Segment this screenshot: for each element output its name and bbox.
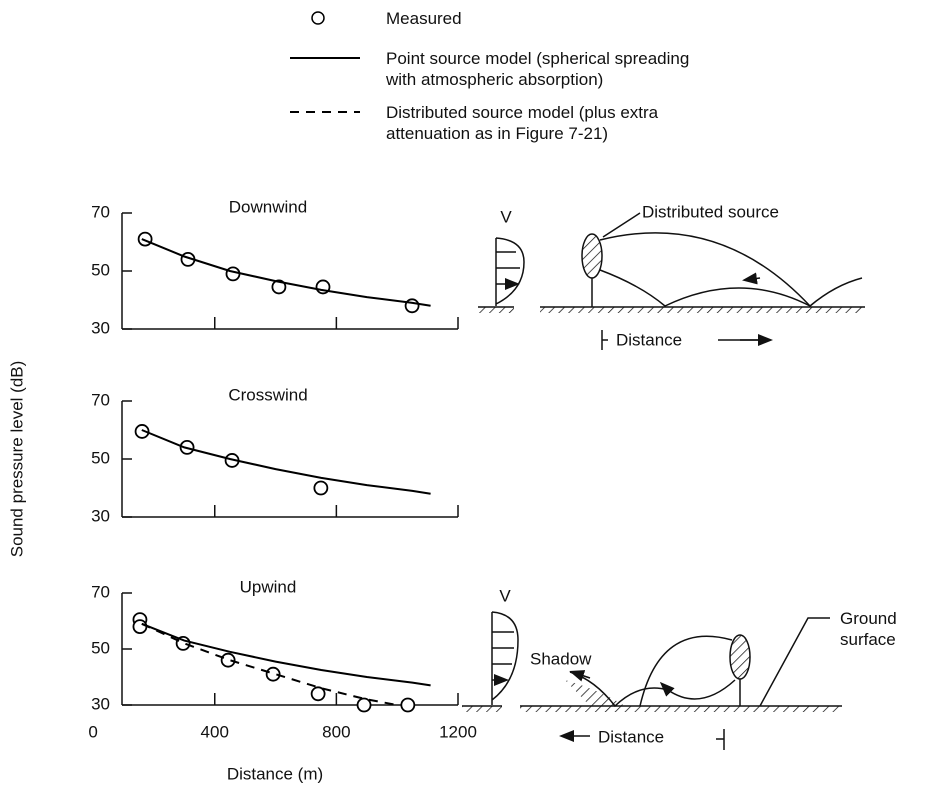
y-axis-label: Sound pressure level (dB) [7,361,26,558]
shadow-label: Shadow [530,649,592,668]
ray [639,635,733,707]
y-tick-label: 70 [91,582,110,601]
measured-point [313,480,329,496]
ray-arrow [569,670,591,682]
distance-label: Distance [598,727,664,746]
measured-point [137,231,153,247]
ray [569,671,736,708]
model-line [141,429,431,495]
y-tick-label: 50 [91,638,110,657]
measured-point [220,652,236,668]
leader [759,617,830,707]
y-tick-label: 50 [91,260,110,279]
x-axis-label: Distance (m) [227,764,323,783]
ground [462,706,502,712]
panel-title: Upwind [240,577,297,596]
ground [540,307,865,313]
measured-point [271,279,287,295]
wind-profile [495,237,525,306]
legend-label: Distributed source model (plus extra att… [386,103,659,143]
measured-point [310,686,326,702]
model-line [141,238,431,307]
wind-arrows [492,631,514,680]
downwind-diagram: V Distributed source Distance [478,202,865,350]
ground-label: Ground surface [840,609,897,649]
distance-marker [716,729,725,750]
y-tick-label: 30 [91,318,110,337]
y-tick-label: 50 [91,448,110,467]
legend-label: Measured [386,9,462,28]
ray-arrow [742,272,761,285]
x-tick-label: 0 [88,722,97,741]
measured-point [400,697,416,713]
y-tick-label: 30 [91,694,110,713]
shadow-zone [565,680,625,706]
ground [520,706,842,712]
y-tick-label: 30 [91,506,110,525]
x-tick-label: 1200 [439,722,477,741]
source [729,634,751,680]
wind-profile [491,611,519,705]
source-label: Distributed source [642,202,779,221]
y-tick-label: 70 [91,202,110,221]
source [581,233,603,279]
wind-arrows [496,251,520,284]
distance-label: Distance [616,330,682,349]
x-tick-label: 800 [322,722,350,741]
measured-point [404,298,420,314]
y-tick-label: 70 [91,390,110,409]
upwind-diagram: V Shadow Distance [462,586,842,750]
ray-arrow [659,681,675,697]
model-line [141,622,431,687]
measured-point [134,424,150,439]
x-tick-label: 400 [201,722,229,741]
panel-title: Crosswind [228,385,307,404]
legend-marker [311,11,325,25]
ray [599,269,863,307]
measured-point [225,266,241,282]
legend-label: Point source model (spherical spreading … [386,49,690,89]
measured-point [356,697,372,713]
ray [599,232,811,307]
model-line [141,622,398,706]
panel-title: Downwind [229,197,307,216]
profile-label: V [499,586,511,605]
measured-point [132,619,148,634]
measured-point [265,666,281,682]
leader [602,212,641,238]
profile-label: V [500,207,512,226]
ground [478,307,514,313]
